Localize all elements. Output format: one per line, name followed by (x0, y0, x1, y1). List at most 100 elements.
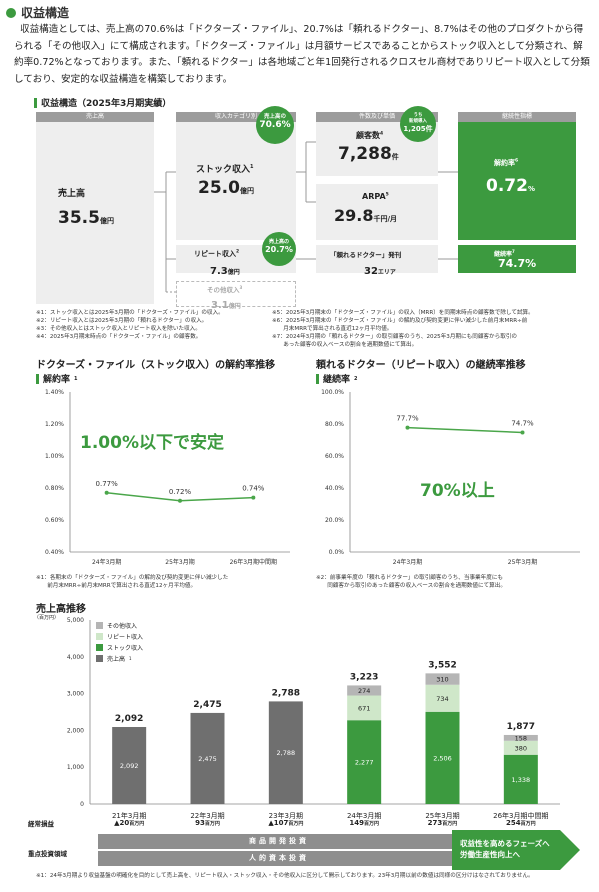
continuity-header: 継続性指標 (458, 112, 576, 122)
customers-value-line: 7,288件 (338, 144, 399, 164)
y-tick-label: 1.20% (45, 421, 64, 428)
connector-lines (154, 171, 176, 293)
bar-segment (347, 685, 382, 696)
churn-chart-title: ドクターズ・ファイル（ストック収入）の解約率推移 (36, 360, 276, 371)
bar-value-label: 310 (436, 676, 448, 684)
retention-chart-title: 頼れるドクター（リピート収入）の継続率推移 (316, 360, 526, 371)
x-tick-label: 21年3月期 (112, 811, 146, 820)
sales-unit-label: （百万円） (34, 615, 60, 621)
stock-box: 収入カテゴリ別 ストック収入1 25.0億円 (176, 112, 296, 240)
x-tick-label: 25年3月期 (508, 558, 537, 566)
y-tick-label: 2,000 (67, 727, 84, 734)
data-point (405, 425, 410, 430)
y-tick-label: 20.0% (325, 517, 344, 524)
y-tick-label: 1.40% (45, 389, 64, 396)
invest-product: 商品開発投資 (98, 834, 460, 849)
bar-value-label: 2,092 (120, 762, 139, 770)
profit-value: 149百万円 (349, 819, 379, 827)
y-tick-label: 80.0% (325, 421, 344, 428)
x-tick-label: 25年3月期 (425, 811, 459, 820)
heading-bar-icon (34, 97, 37, 108)
bar-value-label: 158 (515, 734, 527, 742)
stock-label: ストック収入 (196, 165, 251, 175)
bar-segment (425, 711, 460, 804)
legend-sales: 売上高 1 (96, 653, 143, 664)
category-header: 収入カテゴリ別 (176, 112, 296, 122)
bar-segment (347, 695, 382, 721)
new-customers-badge: うち 新規導入 1,205件 (400, 106, 436, 142)
invest-human: 人的資本投資 (98, 851, 460, 866)
intro-paragraph: 収益構造としては、売上高の70.6%は「ドクターズ・ファイル」、20.7%は「頼… (14, 24, 590, 85)
data-label: 0.72% (169, 488, 192, 496)
y-tick-label: 1,000 (67, 764, 84, 771)
bar-value-label: 2,788 (277, 749, 296, 757)
phase-arrow-text: 収益性を高めるフェーズへ 労働生産性向上へ (460, 839, 550, 859)
profit-value: 273百万円 (427, 819, 458, 827)
arpa-box: ARPA5 29.8千円/月 (316, 184, 438, 240)
x-tick-label: 22年3月期 (190, 811, 224, 820)
data-label: 74.7% (511, 419, 534, 427)
arpa-value-line: 29.8千円/月 (334, 206, 398, 225)
sales-value-line: 35.5億円 (58, 208, 114, 228)
y-tick-label: 1.00% (45, 453, 64, 460)
bar-segment (425, 684, 460, 712)
bar-total-label: 1,877 (507, 722, 535, 732)
other-label-line: その他収入3 (207, 284, 243, 294)
bar-segment (190, 712, 225, 804)
legend-repeat: リピート収入 (96, 631, 143, 642)
churn-box: 継続性指標 解約率6 0.72% (458, 112, 576, 240)
sales-note: ※1：24年3月期より収益基盤の明確化を目的として売上高を、リピート収入・ストッ… (36, 873, 534, 879)
y-tick-label: 60.0% (325, 453, 344, 460)
other-value-line: 3.1億円 (211, 300, 241, 311)
repeat-label: リピート収入 (194, 250, 236, 258)
bar-segment (503, 740, 538, 755)
stock-unit: 億円 (239, 187, 254, 195)
bar-total-label: 3,223 (350, 672, 378, 682)
data-point (520, 430, 525, 435)
bar-total-label: 2,092 (115, 714, 143, 724)
retention-box: 継続率7 74.7% (458, 245, 576, 273)
retention-label-line: 継続率7 (494, 249, 515, 258)
other-box: その他収入3 3.1億円 (176, 281, 296, 311)
issue-value-line: 32エリア (364, 266, 396, 277)
bar-value-label: 2,277 (355, 759, 374, 767)
y-tick-label: 40.0% (325, 485, 344, 492)
retention-headline: 70%以上 (420, 481, 495, 501)
retention-chart-subtitle: 継続率 2 (316, 372, 358, 385)
arpa-label-line: ARPA5 (362, 192, 389, 201)
sales-chart-title: 売上高推移 (36, 604, 86, 615)
profit-value: ▲107百万円 (268, 819, 304, 827)
churn-label-line: 解約率6 (494, 158, 519, 167)
sales-label: 売上高 (58, 189, 86, 199)
heading-bar-icon (36, 373, 39, 384)
sales-chart: 5,000 4,000 3,000 2,000 1,000 0 2,092 2,092 21年3… (67, 617, 560, 820)
churn-headline: 1.00%以下で安定 (80, 433, 224, 453)
bar-value-label: 2,475 (198, 755, 217, 763)
x-tick-label: 25年3月期 (165, 558, 194, 566)
bar-total-label: 2,475 (193, 700, 221, 710)
y-tick-label: 0.40% (45, 549, 64, 556)
y-tick-label: 0.60% (45, 517, 64, 524)
stock-share-badge: 売上高の 70.6% (256, 106, 294, 144)
kpi-header: 件数及び単価 (316, 112, 438, 122)
y-tick-label: 0.0% (329, 549, 345, 556)
bar-segment (503, 734, 538, 741)
sales-value: 35.5 (58, 208, 100, 228)
churn-chart-subtitle: 解約率 1 (36, 372, 78, 385)
churn-chart: 1.40% 1.20% 1.00% 0.80% 0.60% 0.40% 24年3月期 25年3… (45, 389, 290, 566)
x-tick-label: 26年3月期中間期 (493, 811, 548, 820)
churn-value-line: 0.72% (486, 176, 535, 196)
data-label: 77.7% (396, 415, 419, 423)
structure-notes-left: ※1：ストック収入とは2025年3月期の「ドクターズ・ファイル」の収入。 ※2：… (36, 310, 224, 340)
section-title: 収益構造 (6, 4, 69, 21)
bar-segment (425, 673, 460, 685)
stock-label-line: ストック収入1 (196, 164, 254, 175)
structure-notes-right: ※5：2025年3月期末の「ドクターズ・ファイル」の収入（MRR）を同期末時点の… (272, 310, 534, 348)
bar-total-label: 3,552 (428, 660, 456, 670)
data-point (251, 495, 256, 500)
sales-header: 売上高 (36, 112, 154, 122)
profit-row: ▲20百万円 93百万円 ▲107百万円 149百万円 273百万円 254百万円 (0, 816, 599, 830)
x-tick-label: 24年3月期 (393, 558, 422, 566)
y-tick-label: 0 (80, 801, 84, 808)
repeat-label-line: リピート収入2 (194, 249, 240, 258)
